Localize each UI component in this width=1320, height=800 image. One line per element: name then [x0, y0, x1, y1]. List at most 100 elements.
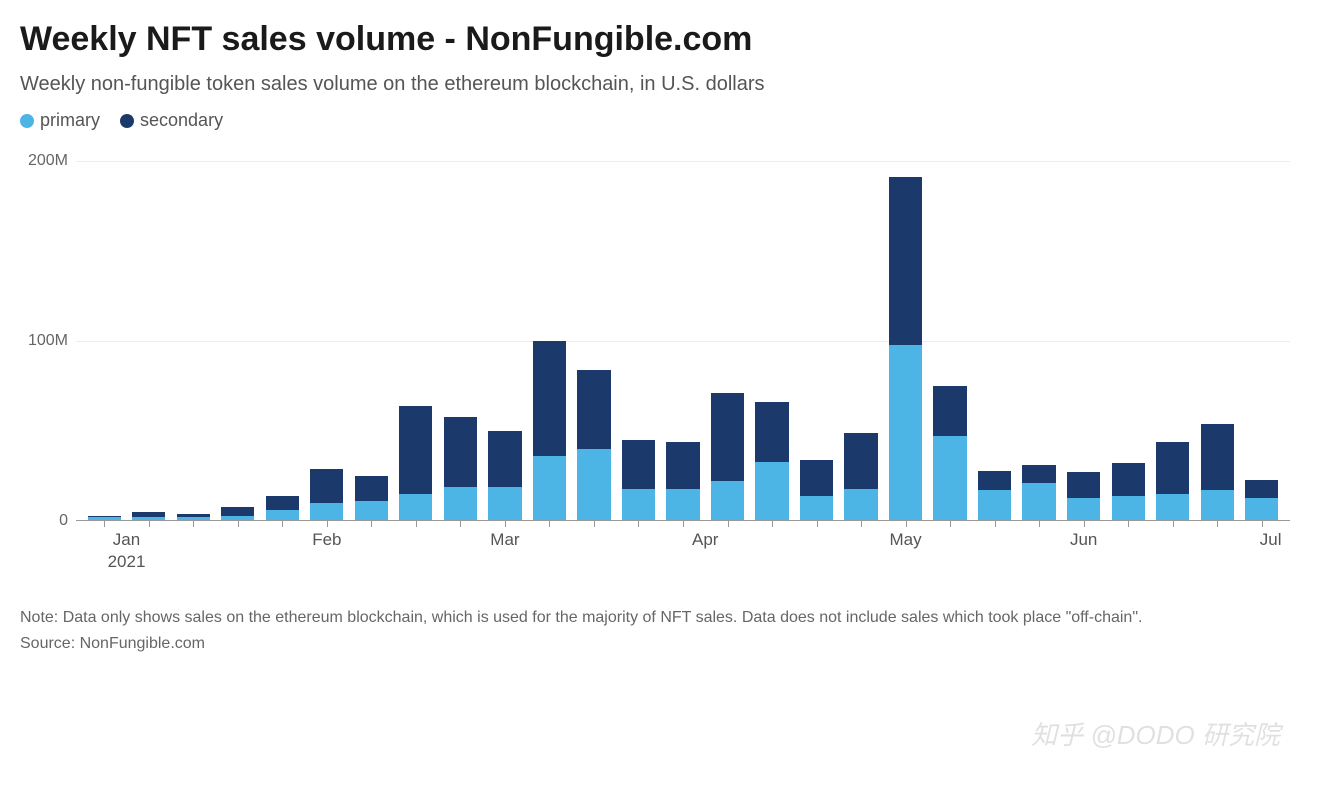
bar-segment-primary — [399, 494, 432, 521]
bar-segment-secondary — [221, 507, 254, 516]
bar-segment-primary — [533, 456, 566, 521]
y-axis: 0100M200M — [20, 161, 76, 521]
bar-stack — [488, 431, 521, 521]
chart-title: Weekly NFT sales volume - NonFungible.co… — [20, 20, 1290, 59]
bar-stack — [1156, 442, 1189, 521]
bar-slot — [1239, 161, 1284, 521]
bar-stack — [577, 370, 610, 521]
x-tick-mark — [906, 521, 907, 527]
x-tick-mark — [238, 521, 239, 527]
bar-stack — [266, 496, 299, 521]
bar-stack — [1112, 463, 1145, 521]
bar-slot — [661, 161, 706, 521]
bar-segment-secondary — [266, 496, 299, 510]
x-tick-mark — [1217, 521, 1218, 527]
bar-segment-secondary — [1245, 480, 1278, 498]
bar-slot — [705, 161, 750, 521]
bar-segment-primary — [978, 490, 1011, 521]
bar-segment-secondary — [711, 393, 744, 481]
y-tick-label: 200M — [28, 152, 68, 170]
bar-segment-secondary — [355, 476, 388, 501]
bar-segment-primary — [1201, 490, 1234, 521]
x-tick-mark — [594, 521, 595, 527]
x-tick-mark — [861, 521, 862, 527]
bar-slot — [394, 161, 439, 521]
bar-segment-secondary — [488, 431, 521, 487]
plot-area — [76, 161, 1290, 521]
x-axis-label: Mar — [490, 529, 519, 551]
bar-stack — [1245, 480, 1278, 521]
bar-segment-primary — [444, 487, 477, 521]
x-tick-mark — [104, 521, 105, 527]
bar-slot — [127, 161, 172, 521]
y-tick-label: 0 — [59, 512, 68, 530]
x-tick-mark — [549, 521, 550, 527]
bar-slot — [794, 161, 839, 521]
bar-segment-primary — [933, 436, 966, 521]
x-tick-mark — [1262, 521, 1263, 527]
bar-stack — [622, 440, 655, 521]
legend-dot-icon — [20, 114, 34, 128]
bar-segment-primary — [755, 462, 788, 521]
bar-stack — [889, 177, 922, 521]
legend-item-primary: primary — [20, 110, 100, 131]
x-tick-mark — [1173, 521, 1174, 527]
bar-segment-secondary — [755, 402, 788, 461]
bar-slot — [1061, 161, 1106, 521]
x-tick-mark — [1128, 521, 1129, 527]
x-tick-mark — [995, 521, 996, 527]
bar-segment-primary — [577, 449, 610, 521]
bar-stack — [533, 341, 566, 521]
bar-segment-secondary — [310, 469, 343, 503]
bar-segment-primary — [355, 501, 388, 521]
legend: primary secondary — [20, 110, 1290, 131]
bar-slot — [972, 161, 1017, 521]
watermark: 知乎 @DODO 研究院 — [1031, 715, 1280, 752]
bar-slot — [216, 161, 261, 521]
bars-container — [76, 161, 1290, 521]
bar-slot — [616, 161, 661, 521]
bar-slot — [82, 161, 127, 521]
bar-stack — [221, 507, 254, 521]
bar-slot — [305, 161, 350, 521]
bar-slot — [527, 161, 572, 521]
x-tick-mark — [460, 521, 461, 527]
legend-item-secondary: secondary — [120, 110, 223, 131]
bar-slot — [839, 161, 884, 521]
bar-stack — [1022, 465, 1055, 521]
x-tick-mark — [1084, 521, 1085, 527]
bar-slot — [750, 161, 795, 521]
bar-stack — [755, 402, 788, 521]
bar-slot — [883, 161, 928, 521]
bar-slot — [438, 161, 483, 521]
x-tick-mark — [728, 521, 729, 527]
bar-segment-secondary — [533, 341, 566, 456]
bar-stack — [399, 406, 432, 521]
bar-stack — [1201, 424, 1234, 521]
x-tick-mark — [1039, 521, 1040, 527]
bar-stack — [978, 471, 1011, 521]
bar-segment-secondary — [844, 433, 877, 489]
x-tick-mark — [193, 521, 194, 527]
bar-slot — [928, 161, 973, 521]
bar-slot — [260, 161, 305, 521]
bar-slot — [171, 161, 216, 521]
x-axis-label: Feb — [312, 529, 341, 551]
bar-segment-primary — [1067, 498, 1100, 521]
bar-slot — [1195, 161, 1240, 521]
x-axis-label: Jan 2021 — [108, 529, 146, 573]
bar-slot — [1150, 161, 1195, 521]
bar-segment-primary — [844, 489, 877, 521]
x-tick-mark — [327, 521, 328, 527]
bar-segment-secondary — [399, 406, 432, 494]
bar-segment-secondary — [1022, 465, 1055, 483]
bar-segment-primary — [666, 489, 699, 521]
bar-stack — [310, 469, 343, 521]
bar-segment-primary — [488, 487, 521, 521]
bar-segment-secondary — [1067, 472, 1100, 497]
bar-segment-secondary — [889, 177, 922, 344]
bar-segment-secondary — [1156, 442, 1189, 494]
bar-segment-primary — [889, 345, 922, 521]
bar-stack — [844, 433, 877, 521]
bar-segment-secondary — [622, 440, 655, 489]
